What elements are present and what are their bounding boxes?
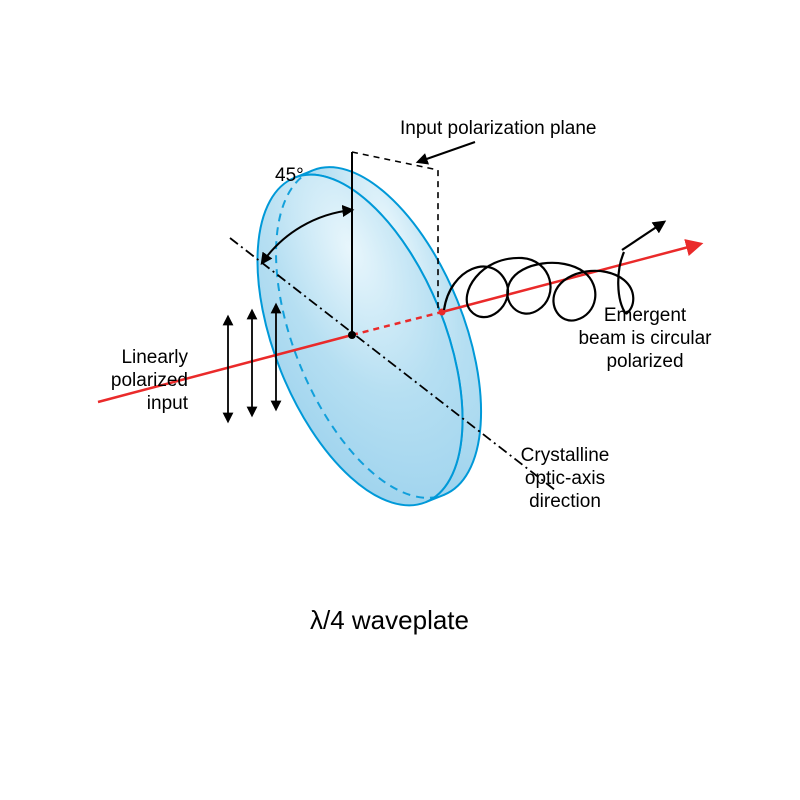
emergent-l3: polarized: [606, 351, 683, 372]
label-pointer-plane: [418, 142, 475, 162]
emergent-l1: Emergent: [604, 305, 686, 326]
optic-axis-l2: optic-axis: [525, 468, 605, 489]
linear-input-l2: polarized: [111, 370, 188, 391]
optic-axis-l1: Crystalline: [521, 445, 610, 466]
optic-axis-l3: direction: [529, 491, 601, 512]
emergent-l2: beam is circular: [578, 328, 711, 349]
waveplate-disc: [216, 138, 523, 534]
angle-label: 45°: [275, 165, 304, 188]
input-plane-label: Input polarization plane: [400, 118, 596, 141]
caption: λ/4 waveplate: [310, 605, 469, 636]
linear-input-l3: input: [147, 393, 188, 414]
linear-input-l1: Linearly: [121, 347, 188, 368]
